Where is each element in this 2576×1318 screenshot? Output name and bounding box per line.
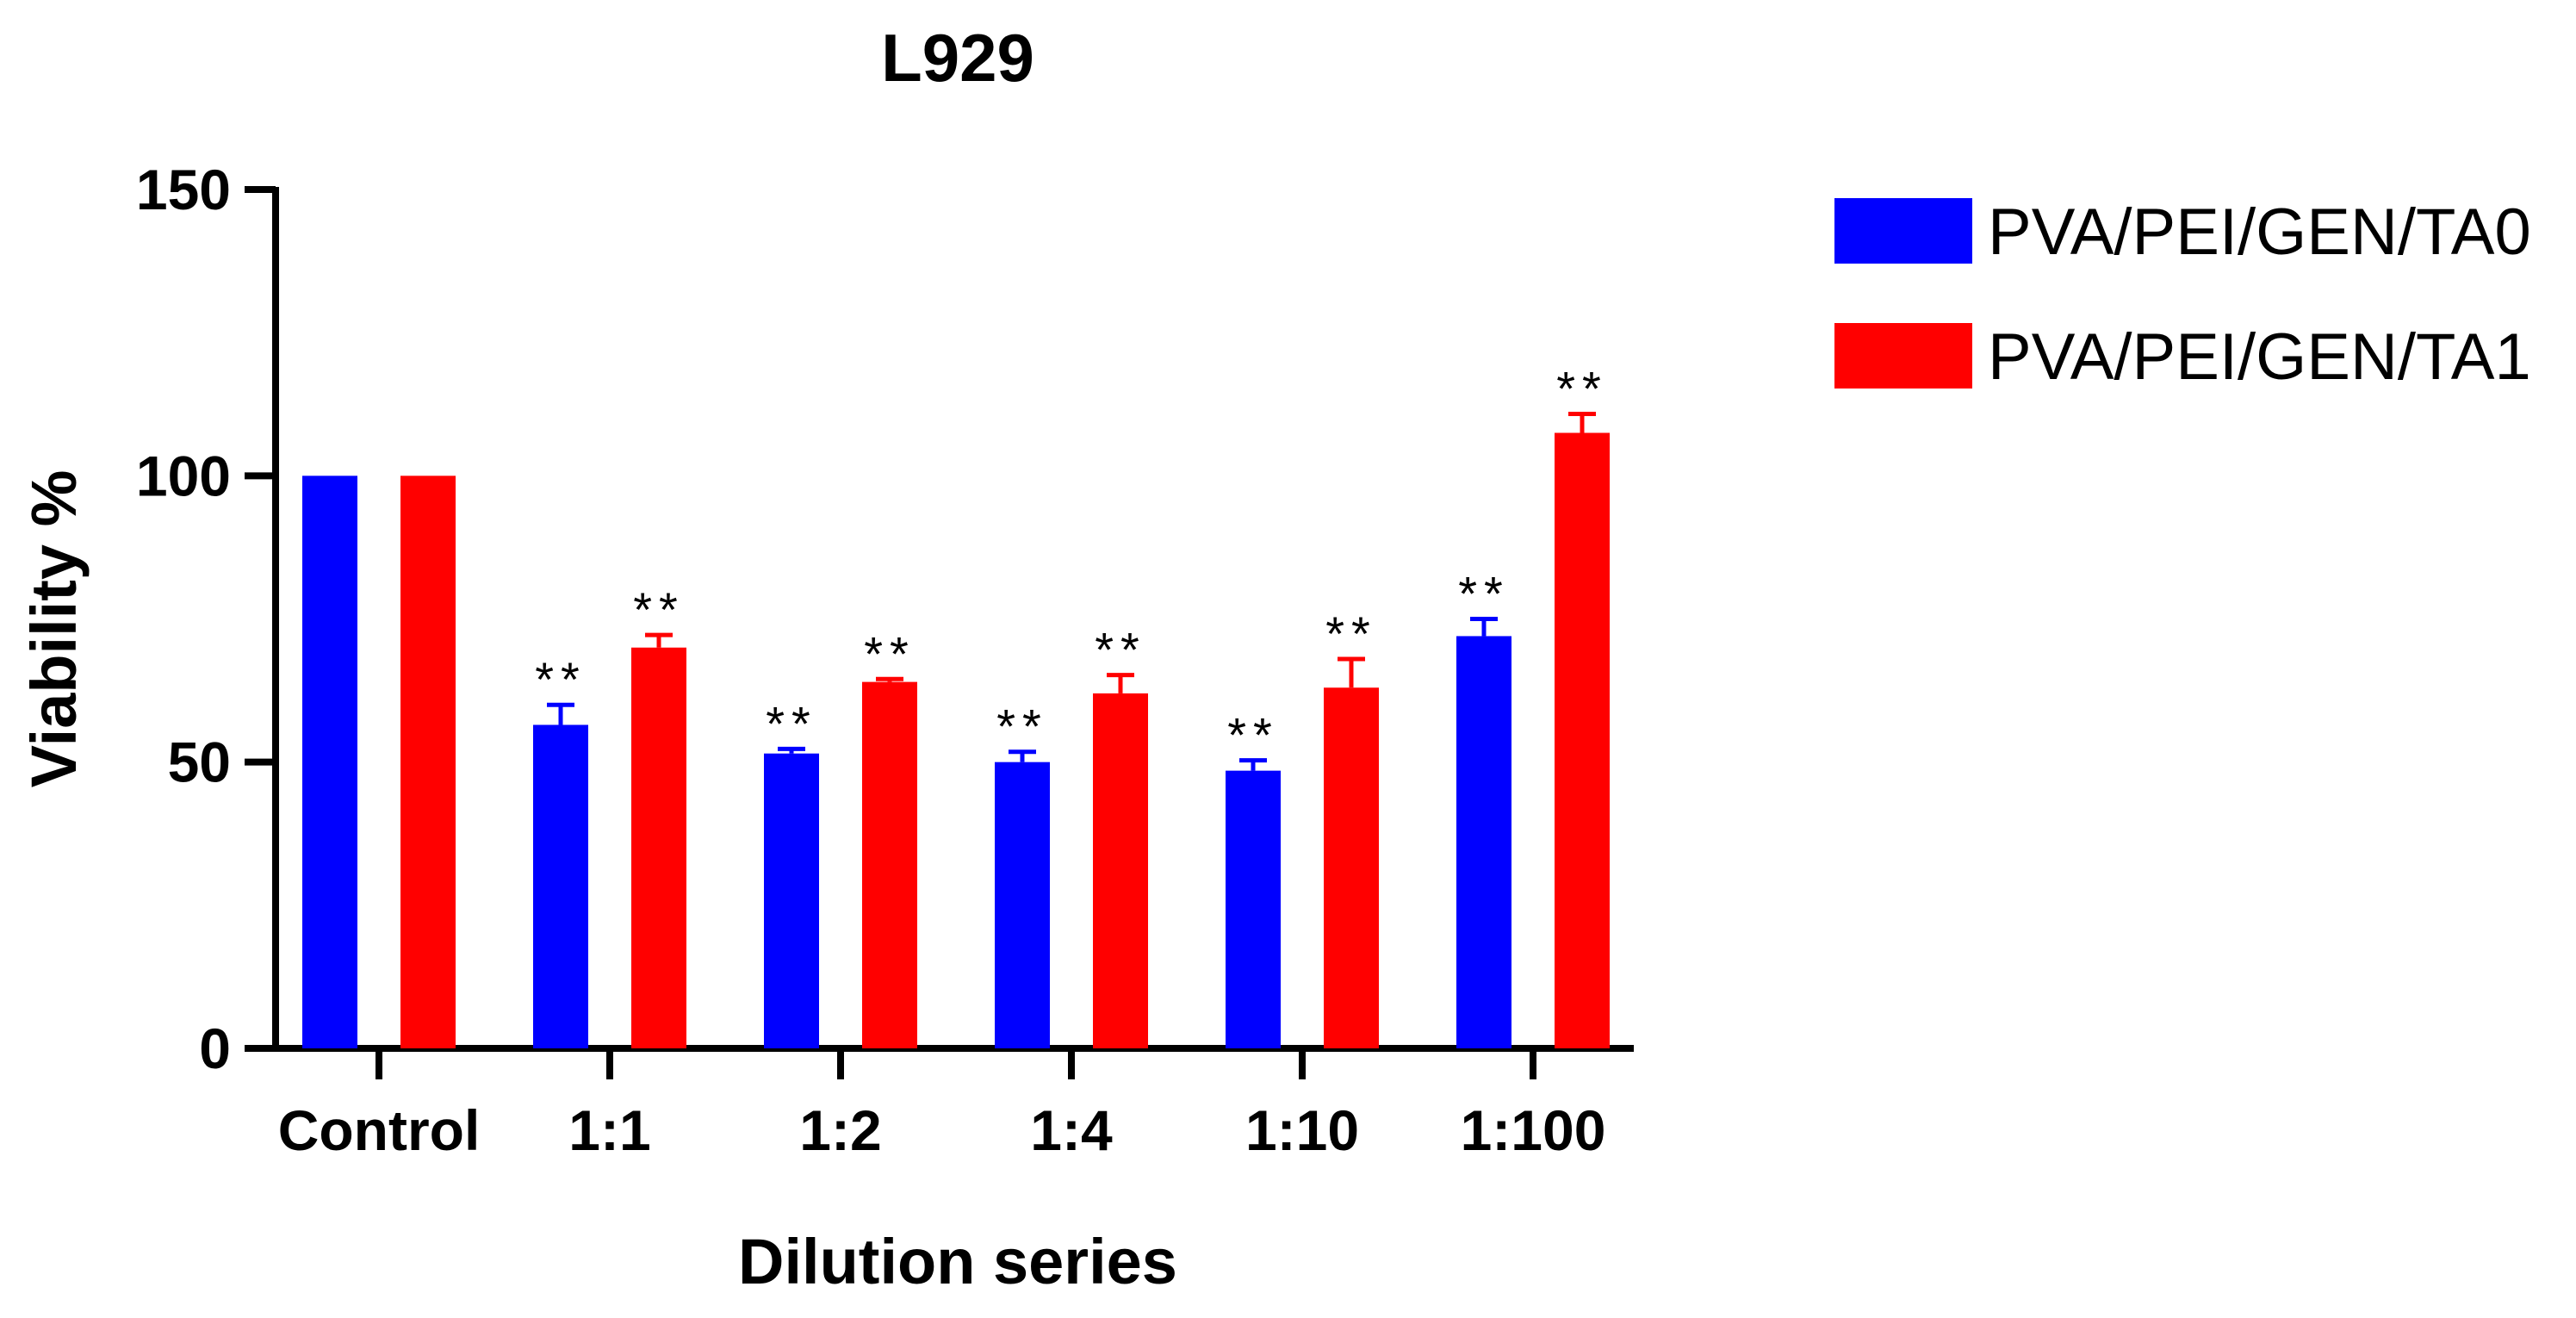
significance-marker: ** (1325, 606, 1377, 661)
y-tick-label: 100 (136, 444, 231, 507)
significance-marker: ** (1458, 567, 1510, 621)
significance-marker: ** (1227, 708, 1279, 762)
bar-ta1 (1555, 432, 1610, 1048)
significance-marker: ** (766, 696, 817, 750)
y-tick-label: 50 (168, 730, 231, 794)
significance-marker: ** (1095, 623, 1146, 677)
x-tick-label: 1:100 (1461, 1098, 1606, 1162)
significance-marker: ** (864, 626, 916, 681)
x-tick-label: Control (278, 1098, 481, 1162)
bar-ta1 (1093, 693, 1148, 1048)
significance-marker: ** (535, 652, 587, 706)
legend-label-ta1: PVA/PEI/GEN/TA1 (1988, 320, 2531, 394)
x-tick-label: 1:10 (1245, 1098, 1359, 1162)
bar-ta1 (862, 681, 917, 1048)
legend-label-ta0: PVA/PEI/GEN/TA0 (1988, 196, 2531, 269)
bar-ta0 (1456, 636, 1511, 1048)
bar-ta0 (1226, 770, 1281, 1048)
legend-swatch-ta0 (1834, 198, 1972, 264)
bar-ta1 (400, 476, 456, 1048)
y-tick-label: 0 (199, 1016, 231, 1080)
bar-ta0 (764, 753, 819, 1048)
legend: PVA/PEI/GEN/TA0 PVA/PEI/GEN/TA1 (1834, 196, 2531, 394)
legend-swatch-ta1 (1834, 323, 1972, 389)
x-tick-label: 1:4 (1030, 1098, 1113, 1162)
bar-ta0 (995, 762, 1050, 1048)
x-tick-label: 1:1 (568, 1098, 650, 1162)
chart-title: L929 (881, 20, 1034, 96)
plot-area: 0 50 100 150 Control 1:1 ** ** 1:2 ** ** 1:4 ** ** 1:1… (136, 158, 1634, 1162)
bar-ta0 (533, 724, 588, 1048)
x-axis-label: Dilution series (738, 1226, 1177, 1297)
y-axis-label: Viability % (18, 470, 90, 788)
significance-marker: ** (996, 699, 1048, 754)
significance-marker: ** (1556, 362, 1608, 416)
y-tick-label: 150 (136, 158, 231, 221)
bar-ta0 (302, 476, 357, 1048)
bar-ta1 (1324, 687, 1379, 1048)
bar-ta1 (631, 647, 686, 1048)
significance-marker: ** (633, 582, 685, 637)
x-tick-label: 1:2 (799, 1098, 881, 1162)
